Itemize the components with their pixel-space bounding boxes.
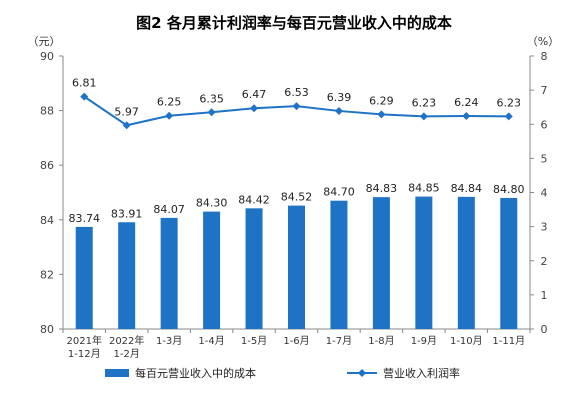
x-axis-tick-label: 1-4月	[198, 335, 224, 347]
line-value-label: 6.47	[242, 88, 267, 101]
line-value-label: 6.23	[412, 96, 437, 109]
bar	[245, 208, 263, 329]
bar	[372, 197, 390, 329]
x-axis-tick-label: 1-11月	[492, 335, 525, 347]
bar	[415, 196, 433, 329]
line-point	[122, 121, 131, 130]
bar-value-label: 83.91	[111, 207, 143, 220]
chart-title: 图2 各月累计利润率与每百元营业收入中的成本	[136, 14, 452, 32]
line-series: 6.81 5.97 6.25 6.35 6.47 6.53 6.39 6.29 6.23 6.24…	[72, 77, 521, 130]
line-point	[207, 108, 216, 117]
legend: 每百元营业收入中的成本 营业收入利润率	[105, 366, 460, 380]
axes: 80 82 84 86 88 90 0 1 2 3 4 5 6 7 8	[40, 50, 548, 336]
line-value-label: 6.23	[497, 96, 522, 109]
x-axis-tick-label: 1-2月	[114, 348, 140, 360]
x-axis-tick-label: 1-5月	[241, 335, 267, 347]
line-path	[83, 95, 509, 127]
right-axis-tick-label: 1	[541, 289, 548, 302]
x-axis-tick-label: 2022年	[109, 334, 144, 347]
line-value-label: 6.25	[157, 96, 182, 109]
line-point	[165, 111, 174, 120]
right-axis-tick-label: 2	[541, 255, 548, 268]
bar-value-label: 84.80	[493, 183, 525, 196]
left-axis-tick-label: 86	[40, 159, 54, 172]
left-axis-tick-label: 88	[40, 105, 54, 118]
bar-value-label: 84.42	[238, 193, 270, 206]
right-axis-tick-label: 0	[541, 323, 548, 336]
left-axis-tick-label: 82	[40, 268, 54, 281]
right-axis-tick-label: 5	[541, 152, 548, 165]
bar-value-label: 84.07	[153, 203, 185, 216]
bar-value-label: 84.52	[281, 191, 313, 204]
left-axis-tick-label: 84	[40, 214, 54, 227]
x-axis-tick-label: 1-6月	[283, 335, 309, 347]
line-point	[462, 112, 471, 121]
right-axis-tick-label: 6	[541, 118, 548, 131]
bar-value-label: 83.74	[68, 212, 100, 225]
x-axis-tick-label: 1-12月	[68, 348, 101, 360]
x-axis-tick-label: 1-8月	[368, 335, 394, 347]
bar-value-label: 84.84	[451, 182, 483, 195]
line-value-label: 5.97	[114, 105, 139, 118]
legend-bar-swatch	[105, 369, 129, 377]
bar-value-label: 84.85	[408, 182, 440, 195]
x-axis-tick-label: 1-9月	[411, 335, 437, 347]
bars: 83.74 83.91 84.07 84.30 84.42 84.52 84.70 84.83…	[68, 182, 525, 329]
bar	[160, 217, 178, 329]
x-axis-tick-label: 1-7月	[326, 335, 352, 347]
bar-value-label: 84.70	[323, 186, 355, 199]
line-value-label: 6.53	[284, 86, 309, 99]
left-axis-unit: （元）	[28, 35, 61, 48]
x-axis-tick-label: 2021年	[67, 334, 102, 347]
bar	[457, 196, 475, 329]
right-axis-tick-label: 7	[541, 84, 548, 97]
line-point	[250, 104, 259, 113]
right-axis-unit: （%）	[527, 35, 559, 48]
right-axis-tick-label: 8	[541, 50, 548, 63]
line-value-label: 6.24	[454, 96, 479, 109]
bar	[75, 226, 93, 329]
left-axis-tick-label: 90	[40, 50, 54, 63]
line-point	[292, 102, 301, 111]
x-axis-tick-label: 1-10月	[450, 335, 483, 347]
legend-bar-label: 每百元营业收入中的成本	[135, 366, 256, 380]
bar	[118, 222, 136, 329]
line-point	[80, 92, 89, 101]
left-axis-tick-label: 80	[40, 323, 54, 336]
bar-value-label: 84.30	[196, 197, 228, 210]
x-axis-tick-label: 1-3月	[156, 335, 182, 347]
bar	[203, 211, 221, 329]
line-value-label: 6.29	[369, 94, 394, 107]
legend-line-label: 营业收入利润率	[383, 366, 460, 380]
bar-value-label: 84.83	[366, 182, 398, 195]
line-value-label: 6.35	[199, 92, 224, 105]
bar	[500, 197, 518, 329]
legend-line-marker	[358, 369, 366, 377]
line-point	[419, 112, 428, 121]
line-point	[504, 112, 513, 121]
line-value-label: 6.39	[327, 91, 352, 104]
line-value-label: 6.81	[72, 77, 97, 90]
right-axis-tick-label: 4	[541, 187, 548, 200]
line-point	[377, 110, 386, 119]
line-point	[334, 106, 343, 115]
bar	[330, 200, 348, 329]
bar	[288, 205, 305, 329]
right-axis-tick-label: 3	[541, 221, 548, 234]
